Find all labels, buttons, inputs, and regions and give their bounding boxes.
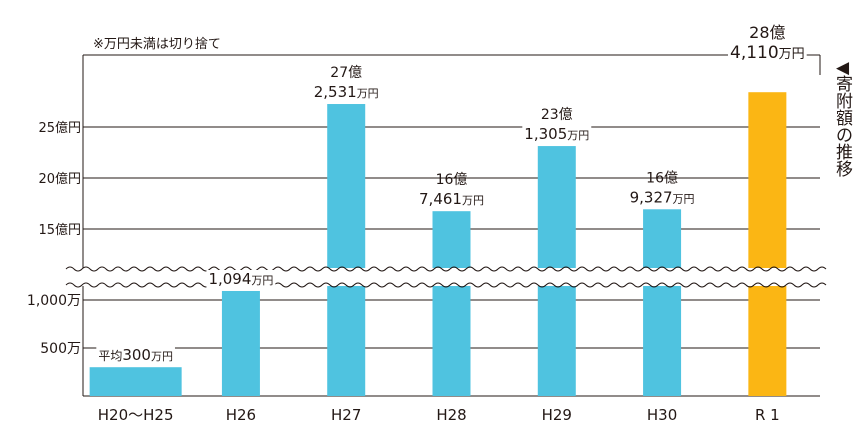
bar <box>89 367 182 396</box>
bar <box>643 209 682 396</box>
y-tick-label: 500万 <box>40 341 81 357</box>
data-label-value: 2,531万円 <box>314 83 379 101</box>
data-label-background <box>728 43 807 63</box>
data-label-background <box>627 188 697 207</box>
x-tick-label: H29 <box>542 406 572 424</box>
side-title: ◀寄附額の推移 <box>836 58 853 180</box>
data-label-value: 1,305万円 <box>524 125 589 143</box>
bar <box>327 104 366 397</box>
y-tick-label: 20億円 <box>38 171 81 187</box>
data-label-oku: 23億 <box>541 107 573 123</box>
bar <box>432 211 471 396</box>
y-tick-label: 1,000万 <box>27 293 81 309</box>
data-label-value: 4,110万円 <box>730 43 805 63</box>
x-tick-label: H26 <box>226 406 256 424</box>
data-label-oku: 28億 <box>749 23 785 42</box>
data-label-oku: 16億 <box>436 172 468 188</box>
x-tick-label: H30 <box>647 406 677 424</box>
bar <box>221 290 260 396</box>
data-label-value: 平均300万円 <box>98 346 173 364</box>
data-label-background <box>417 190 486 209</box>
data-label-background <box>311 83 381 102</box>
data-label-value: 7,461万円 <box>419 190 484 208</box>
axis-break-line-top <box>65 266 827 272</box>
data-label-background <box>206 269 276 288</box>
x-tick-label: H27 <box>331 406 361 424</box>
data-label-oku: 27億 <box>330 65 362 81</box>
x-tick-label: H28 <box>436 406 466 424</box>
data-label-background <box>96 346 175 365</box>
x-tick-label: R 1 <box>755 406 780 424</box>
footnote: ※万円未満は切り捨て <box>93 37 221 52</box>
data-label-value: 1,094万円 <box>208 270 273 288</box>
y-tick-label: 15億円 <box>38 222 81 238</box>
x-tick-label: H20〜H25 <box>98 406 174 424</box>
data-label-oku: 16億 <box>646 170 678 186</box>
y-tick-label: 25億円 <box>38 120 81 136</box>
bar <box>748 92 787 397</box>
data-label-background <box>522 125 592 144</box>
axis-break-line-bottom <box>65 282 827 288</box>
data-label-value: 9,327万円 <box>630 188 695 206</box>
